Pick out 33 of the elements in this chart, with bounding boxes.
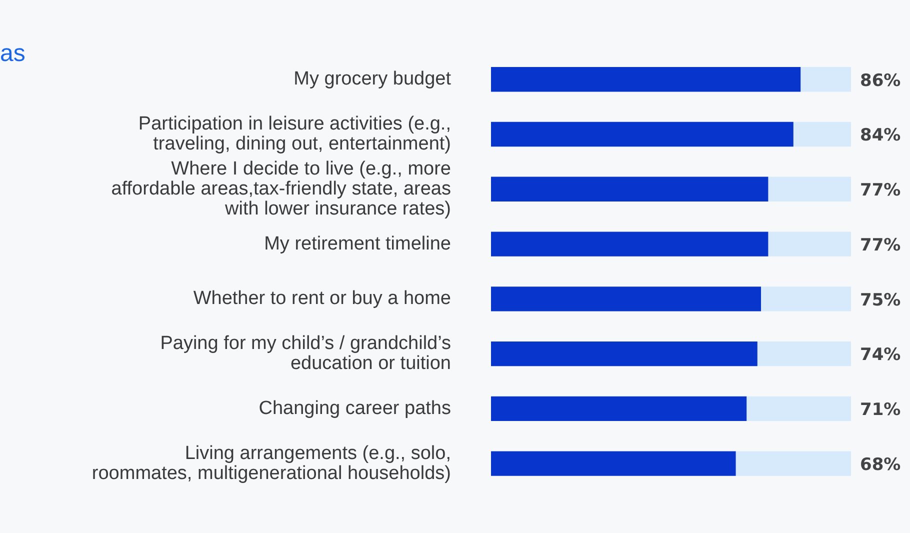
data-label: 75% <box>860 290 901 310</box>
data-label: 77% <box>860 180 901 201</box>
y-tick-label: Living arrangements (e.g., solo, roommates, multigenerational households) <box>92 442 451 484</box>
bar <box>491 451 736 476</box>
bar <box>491 396 747 422</box>
data-label: 77% <box>860 235 901 256</box>
bar <box>491 232 768 256</box>
data-label: 84% <box>860 126 901 146</box>
bar <box>491 176 768 202</box>
data-label: 68% <box>860 455 901 476</box>
text: as <box>0 40 26 68</box>
bar <box>491 286 761 312</box>
y-tick-label: Changing career paths <box>258 398 451 419</box>
bar <box>491 122 794 147</box>
bar <box>491 67 801 92</box>
y-tick-label: Where I decide to live (e.g., more affordable areas,tax-friendly state, areas with lower insurance rates) <box>111 158 451 220</box>
bar <box>761 286 851 312</box>
bar <box>768 176 851 202</box>
y-tick-label: My retirement timeline <box>264 233 451 254</box>
bar <box>800 67 851 92</box>
y-tick-label: Whether to rent or buy a home <box>193 288 451 310</box>
data-label: 86% <box>860 70 901 91</box>
data-label: 74% <box>860 345 901 366</box>
y-tick-label: Participation in leisure activities (e.g., traveling, dining out, entertainment) <box>138 114 451 154</box>
bar <box>746 396 851 422</box>
bar <box>768 232 851 256</box>
data-label: 71% <box>860 400 901 420</box>
bar <box>793 122 851 147</box>
bar <box>491 341 758 366</box>
bar <box>757 341 851 366</box>
y-tick-label: Paying for my child’s / grandchild’s education or tuition <box>160 333 451 374</box>
bar <box>736 451 851 476</box>
y-tick-label: My grocery budget <box>294 68 452 90</box>
